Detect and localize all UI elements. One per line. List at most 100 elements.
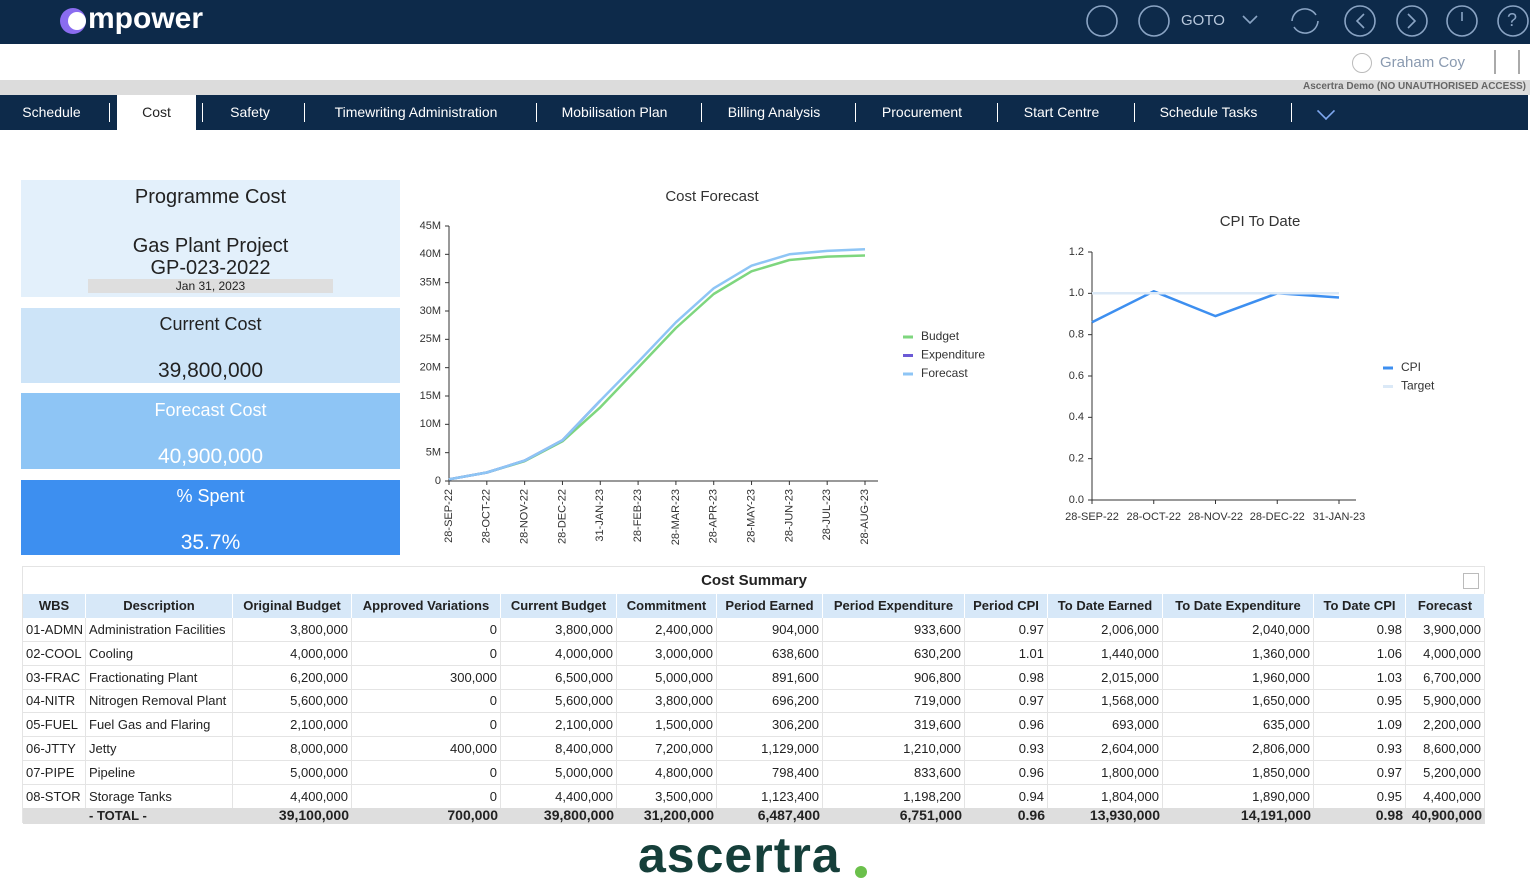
- table-cell: 904,000: [717, 618, 823, 642]
- tab[interactable]: Procurement: [881, 104, 963, 120]
- forward-icon[interactable]: [1396, 5, 1428, 37]
- y-tick-label: 20M: [420, 362, 441, 374]
- charts: Cost Forecast 0 5M 10M 15M 20M 25M 30M 35M 40M 45M…: [420, 188, 1435, 545]
- table-cell: 798,400: [717, 760, 823, 785]
- tab-separator: [1134, 103, 1135, 122]
- user-icon: [1352, 53, 1372, 73]
- table-cell: 2,040,000: [1163, 618, 1314, 642]
- table-cell: 2,400,000: [617, 618, 717, 642]
- table-cell: Pipeline: [86, 760, 233, 785]
- table-cell: 0.98: [1314, 618, 1406, 642]
- series-line: [448, 247, 866, 481]
- table-cell: 8,400,000: [501, 737, 617, 761]
- table-cell: 0.95: [1314, 689, 1406, 714]
- table-cell: 08-STOR: [23, 784, 86, 809]
- series-line: [448, 254, 866, 481]
- y-tick-label: 5M: [426, 447, 441, 459]
- goto-label[interactable]: GOTO: [1181, 12, 1225, 29]
- table-cell: 0.94: [965, 784, 1048, 809]
- expand-icon[interactable]: [1463, 573, 1479, 589]
- table-cell: 638,600: [717, 641, 823, 666]
- user-name[interactable]: Graham Coy: [1380, 54, 1466, 71]
- kpi-label: Current Cost: [159, 314, 262, 334]
- tab[interactable]: Timewriting Administration: [334, 104, 498, 120]
- tab-separator: [997, 103, 998, 122]
- column-header: To Date CPI: [1314, 594, 1406, 618]
- table-cell: 400,000: [352, 737, 501, 761]
- y-tick-label: 25M: [420, 333, 441, 345]
- table-cell: 06-JTTY: [23, 737, 86, 761]
- cost-summary-table: Cost Summary WBS Description Original Budg…: [22, 566, 1485, 825]
- table-cell: 300,000: [352, 665, 501, 690]
- table-cell: 3,800,000: [501, 618, 617, 642]
- table-cell: 891,600: [717, 665, 823, 690]
- column-header: Approved Variations: [352, 594, 501, 618]
- footer-logo-dot: [855, 866, 867, 878]
- total-cell: 31,200,000: [643, 807, 714, 824]
- column-header: Original Budget: [233, 594, 352, 618]
- tab[interactable]: Billing Analysis: [727, 104, 821, 120]
- refresh-icon[interactable]: [1291, 8, 1319, 34]
- tab[interactable]: Schedule Tasks: [1159, 104, 1258, 120]
- table-title: Cost Summary: [701, 572, 807, 589]
- column-header: Period Expenditure: [823, 594, 965, 618]
- table-cell: 8,000,000: [233, 737, 352, 761]
- total-cell: 700,000: [447, 807, 498, 824]
- table-cell: 319,600: [823, 713, 965, 738]
- power-icon[interactable]: [1446, 5, 1478, 37]
- table-cell: 2,100,000: [501, 713, 617, 738]
- column-header: Period CPI: [965, 594, 1048, 618]
- table-cell: 1,890,000: [1163, 784, 1314, 809]
- total-cell: 40,900,000: [1411, 807, 1482, 824]
- table-cell: 0.97: [965, 618, 1048, 642]
- tab[interactable]: Start Centre: [1023, 104, 1100, 120]
- table-cell: 2,806,000: [1163, 737, 1314, 761]
- back-icon[interactable]: [1344, 5, 1376, 37]
- settings-icon[interactable]: [1494, 50, 1520, 74]
- table-cell: 1.09: [1314, 713, 1406, 738]
- goto-dropdown[interactable]: [1242, 15, 1258, 25]
- y-tick-label: 30M: [420, 305, 441, 317]
- table-cell: 2,200,000: [1406, 713, 1485, 738]
- table-cell: 1,568,000: [1048, 689, 1163, 714]
- tab[interactable]: Cost: [117, 95, 196, 130]
- table-cell: 4,000,000: [1406, 641, 1485, 666]
- table-cell: 3,900,000: [1406, 618, 1485, 642]
- x-tick-label: 28-SEP-22: [443, 489, 455, 543]
- project-code: GP-023-2022: [150, 257, 271, 279]
- table-cell: 2,604,000: [1048, 737, 1163, 761]
- kpi-value: 35.7%: [180, 531, 241, 554]
- home-icon[interactable]: [1086, 5, 1118, 37]
- table-cell: 4,800,000: [617, 760, 717, 785]
- table-cell: 3,500,000: [617, 784, 717, 809]
- total-cell: 0.96: [1017, 807, 1045, 824]
- table-cell: 1,123,400: [717, 784, 823, 809]
- footer-logo: ascertra: [638, 827, 841, 883]
- kpi-label: Forecast Cost: [154, 400, 267, 420]
- table-cell: 1,650,000: [1163, 689, 1314, 714]
- table-cell: 719,000: [823, 689, 965, 714]
- chart-title: Cost Forecast: [665, 188, 759, 205]
- tab[interactable]: Mobilisation Plan: [561, 104, 668, 120]
- notice-bar: Ascertra Demo (NO UNAUTHORISED ACCESS): [0, 80, 1530, 95]
- help-icon[interactable]: [1497, 5, 1529, 37]
- tab[interactable]: Safety: [230, 104, 270, 120]
- x-tick-label: 28-OCT-22: [481, 489, 493, 543]
- kpi-card: Current Cost 39,800,000: [21, 308, 400, 383]
- goto-icon[interactable]: [1138, 5, 1170, 37]
- column-header: Period Earned: [717, 594, 823, 618]
- y-tick-label: 0: [435, 475, 441, 487]
- table-cell: 0.96: [965, 713, 1048, 738]
- table-cell: 0: [352, 689, 501, 714]
- table-cell: 1,500,000: [617, 713, 717, 738]
- table-cell: 5,000,000: [617, 665, 717, 690]
- tab[interactable]: Schedule: [22, 104, 81, 120]
- column-header: Forecast: [1406, 594, 1485, 618]
- total-label: - TOTAL -: [89, 808, 147, 824]
- table-cell: 1.03: [1314, 665, 1406, 690]
- tab-separator: [304, 103, 305, 122]
- table-cell: 906,800: [823, 665, 965, 690]
- table-cell: 1.01: [965, 641, 1048, 666]
- table-cell: 4,000,000: [501, 641, 617, 666]
- table-cell: 1,210,000: [823, 737, 965, 761]
